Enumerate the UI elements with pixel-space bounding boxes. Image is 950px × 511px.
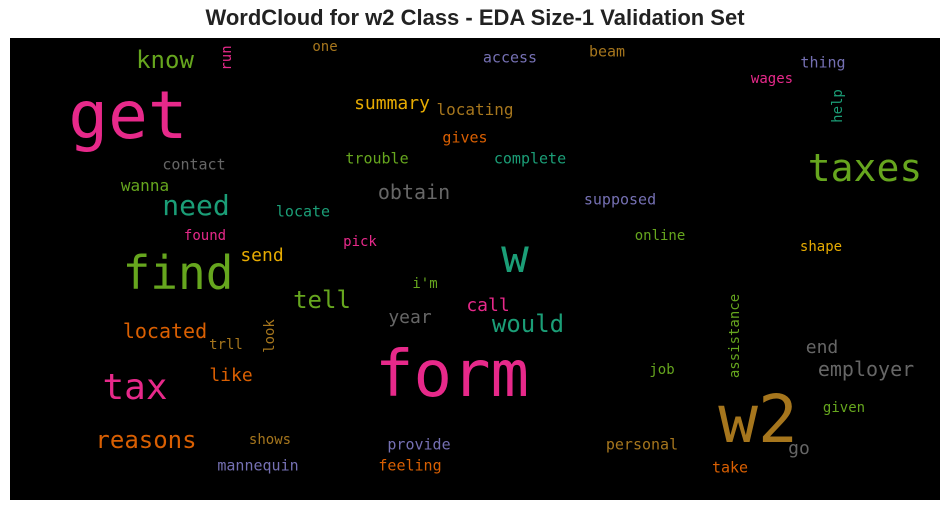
word-beam: beam — [588, 42, 626, 61]
word-like: like — [209, 365, 253, 386]
word-cloud-canvas: form w2 get find w taxes tax need reasons know tel… — [10, 38, 940, 500]
word-trll: trll — [209, 337, 243, 353]
word-wanna: wanna — [120, 176, 170, 195]
word-tell: tell — [293, 286, 351, 314]
word-help: help — [830, 89, 846, 123]
word-run: run — [219, 45, 235, 71]
word-get: get — [68, 77, 188, 154]
word-pick: pick — [343, 234, 377, 250]
word-thing: thing — [800, 53, 846, 72]
chart-title: WordCloud for w2 Class - EDA Size-1 Vali… — [205, 5, 745, 30]
word-w: w — [501, 229, 529, 283]
word-find: find — [122, 246, 234, 300]
word-wages: wages — [750, 71, 794, 87]
word-would: would — [491, 310, 565, 338]
word-end: end — [805, 337, 839, 358]
word-contact: contact — [162, 155, 226, 174]
word-personal: personal — [605, 435, 679, 454]
word-found: found — [183, 228, 227, 244]
word-online: online — [634, 228, 686, 244]
word-assistance: assistance — [727, 293, 743, 379]
word-locate: locate — [275, 202, 331, 221]
word-obtain: obtain — [377, 180, 451, 204]
word-supposed: supposed — [583, 190, 657, 209]
word-w2: w2 — [718, 381, 798, 458]
word-form: form — [374, 338, 530, 412]
word-know: know — [136, 46, 194, 74]
word-taxes: taxes — [807, 146, 923, 190]
word-provide: provide — [387, 435, 451, 454]
word-trouble: trouble — [345, 149, 409, 168]
word-year: year — [388, 307, 432, 328]
word-call: call — [466, 295, 510, 316]
word-look: look — [262, 319, 278, 353]
word-reasons: reasons — [95, 426, 197, 454]
word-i-m: i'm — [412, 276, 438, 292]
word-job: job — [649, 362, 675, 378]
word-employer: employer — [817, 357, 915, 381]
word-locating: locating — [436, 100, 514, 119]
word-complete: complete — [493, 149, 567, 168]
word-summary: summary — [354, 93, 430, 114]
word-shows: shows — [248, 432, 292, 448]
word-located: located — [122, 319, 208, 343]
word-gives: gives — [442, 128, 488, 147]
word-given: given — [822, 400, 866, 416]
word-tax: tax — [102, 367, 168, 408]
word-take: take — [711, 458, 749, 477]
word-go: go — [788, 438, 810, 459]
word-feeling: feeling — [378, 456, 442, 475]
word-need: need — [162, 189, 230, 222]
word-mannequin: mannequin — [217, 456, 299, 475]
word-one: one — [312, 39, 338, 55]
word-shape: shape — [799, 239, 843, 255]
word-access: access — [482, 48, 538, 67]
word-send: send — [240, 245, 284, 266]
